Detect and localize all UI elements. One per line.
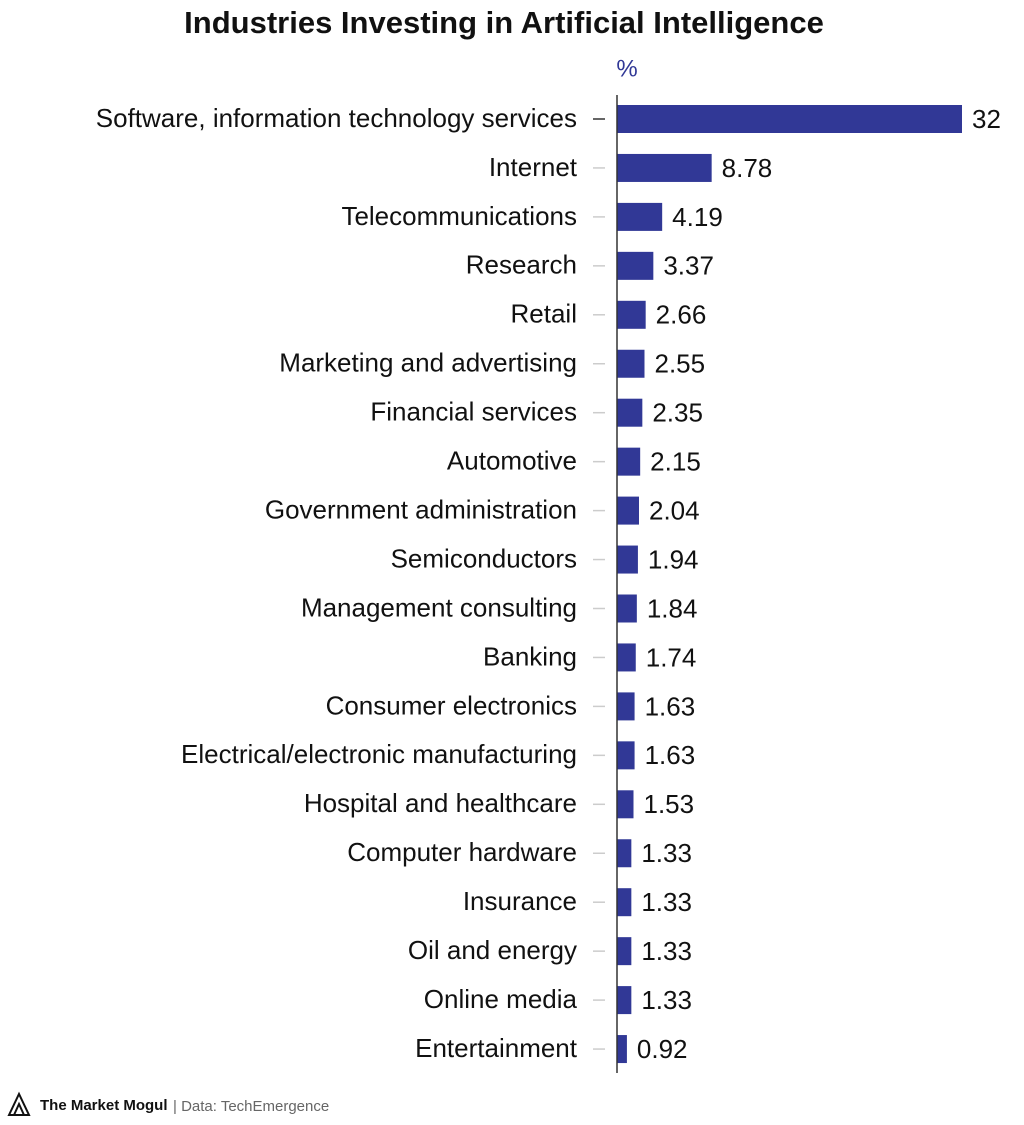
bar <box>617 251 654 280</box>
bar <box>617 496 639 525</box>
y-tick-label: Online media <box>424 984 578 1014</box>
y-tick-label: Consumer electronics <box>326 690 577 720</box>
y-tick-label: Government administration <box>265 494 577 524</box>
y-tick-label: Insurance <box>463 886 577 916</box>
value-label: 2.55 <box>654 349 705 379</box>
y-tick-label: Retail <box>511 299 577 329</box>
logo <box>7 1091 31 1116</box>
value-label: 4.19 <box>672 202 723 232</box>
value-label: 1.33 <box>641 985 692 1015</box>
bar <box>617 692 635 721</box>
bar <box>617 643 636 672</box>
bar <box>617 202 663 231</box>
bar <box>617 741 635 770</box>
value-label: 2.15 <box>650 447 701 477</box>
y-tick-label: Banking <box>483 641 577 671</box>
y-tick-label: Software, information technology service… <box>96 103 577 133</box>
brand: The Market Mogul <box>40 1097 168 1114</box>
value-label: 1.74 <box>646 642 697 672</box>
value-label: 1.33 <box>641 887 692 917</box>
value-label: 2.66 <box>656 300 707 330</box>
bar <box>617 888 632 917</box>
bar <box>617 839 632 868</box>
value-label: 1.33 <box>641 838 692 868</box>
value-label: 32 <box>972 104 1001 134</box>
bar <box>617 594 637 623</box>
bar <box>617 105 962 133</box>
value-label: 1.33 <box>641 936 692 966</box>
value-label: 3.37 <box>663 251 714 281</box>
y-tick-label: Internet <box>489 152 578 182</box>
chart-title: Industries Investing in Artificial Intel… <box>184 5 824 40</box>
value-label: 1.94 <box>648 544 699 574</box>
y-tick-label: Hospital and healthcare <box>304 788 577 818</box>
y-tick-label: Automotive <box>447 446 577 476</box>
y-tick-label: Computer hardware <box>347 837 577 867</box>
source: | Data: TechEmergence <box>173 1098 329 1115</box>
value-label: 1.84 <box>647 593 698 623</box>
y-tick-label: Oil and energy <box>408 935 577 965</box>
value-label: 8.78 <box>722 153 773 183</box>
value-label: 1.63 <box>645 740 696 770</box>
y-tick-label: Research <box>466 250 577 280</box>
y-tick-label: Marketing and advertising <box>279 348 577 378</box>
y-tick-label: Telecommunications <box>341 201 577 231</box>
unit-label: % <box>616 55 637 82</box>
bar <box>617 153 712 182</box>
value-label: 2.35 <box>652 398 703 428</box>
bar <box>617 937 632 966</box>
bar <box>617 986 632 1015</box>
y-tick-label: Financial services <box>370 397 577 427</box>
bar <box>617 545 638 574</box>
y-tick-label: Electrical/electronic manufacturing <box>181 739 577 769</box>
value-label: 2.04 <box>649 495 700 525</box>
bar <box>617 349 645 378</box>
y-tick-label: Management consulting <box>301 592 577 622</box>
bar <box>617 300 646 329</box>
y-tick-label: Semiconductors <box>391 543 577 573</box>
bar <box>617 447 641 476</box>
value-label: 1.63 <box>645 691 696 721</box>
value-label: 0.92 <box>637 1034 688 1064</box>
bar <box>617 1035 627 1064</box>
y-tick-label: Entertainment <box>415 1033 578 1063</box>
value-label: 1.53 <box>643 789 694 819</box>
bar <box>617 790 634 819</box>
bar <box>617 398 643 427</box>
